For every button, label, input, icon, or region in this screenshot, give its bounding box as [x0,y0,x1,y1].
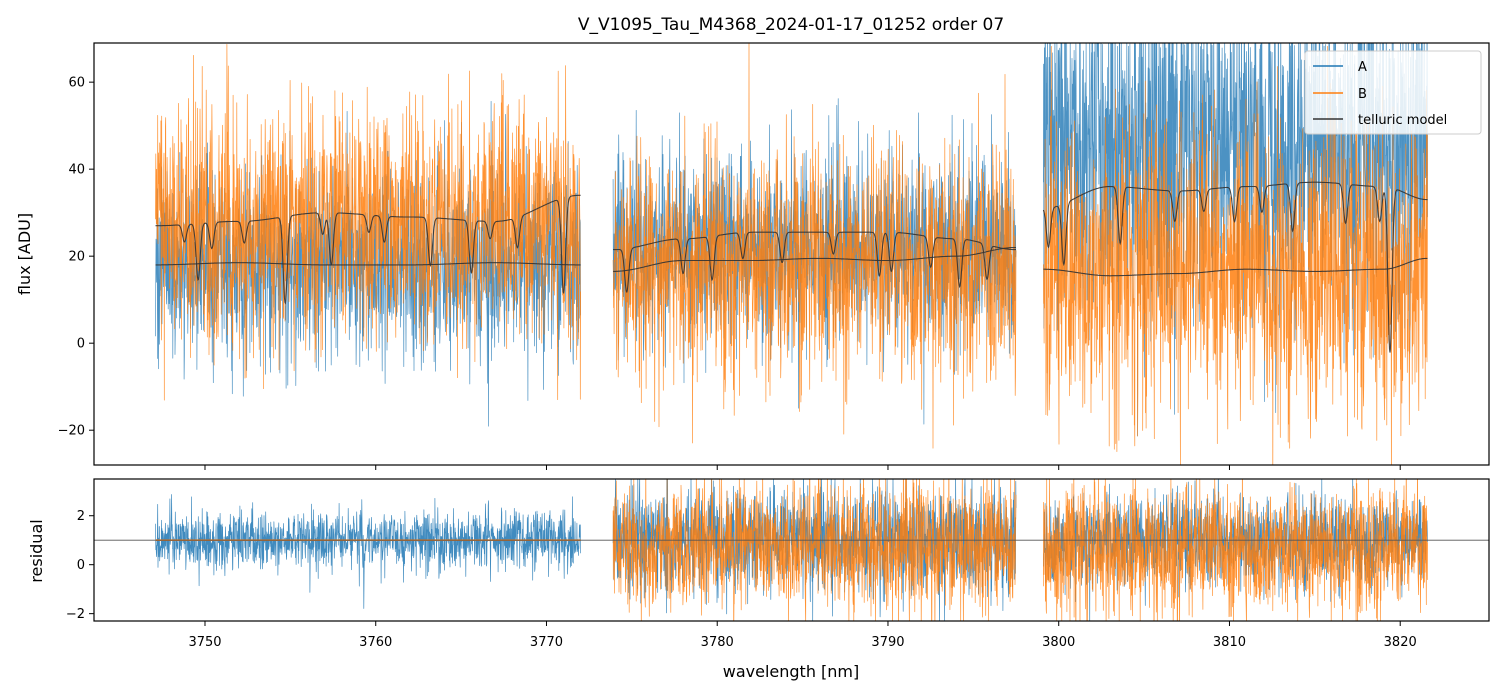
flux-y-tick-label: −20 [58,424,85,439]
residual-y-ticks: −2 0 2 [66,509,94,622]
chart-title: V_V1095_Tau_M4368_2024-01-17_01252 order… [578,15,1004,35]
flux-x-ticks [204,465,1401,470]
residual-y-tick-label: 2 [77,509,85,524]
telluric-model-curve-3 [613,231,1016,293]
residual-y-tick-label: 0 [77,558,85,573]
residual-panel: −2 0 2 3750 3760 3770 3780 3790 3800 3810 3820 re… [27,478,1490,681]
x-axis-label: wavelength [nm] [723,662,860,681]
series-b-segment-3 [1043,479,1428,621]
flux-axes-frame [93,42,1490,466]
telluric-model-curve-1 [155,194,581,306]
residual-y-tick-label: −2 [66,607,85,622]
flux-y-tick-label: 40 [68,163,85,178]
flux-y-axis-label: flux [ADU] [15,213,34,295]
flux-y-tick-label: 0 [77,337,85,352]
x-tick-label: 3810 [1213,635,1246,650]
residual-plot-area [94,479,1489,621]
series-b-segment-2 [612,43,1017,449]
flux-y-tick-label: 60 [68,76,85,91]
series-b-segment-1 [155,43,581,401]
telluric-model-curve-2 [155,262,581,266]
flux-y-ticks: −20 0 20 40 60 [58,76,94,439]
series-b-segment-2 [612,479,1017,621]
legend: A B telluric model [1304,50,1482,135]
x-tick-label: 3750 [188,635,221,650]
telluric-model-curve-4 [613,246,1016,272]
x-tick-label: 3790 [871,635,904,650]
residual-axes-frame [93,478,1490,622]
x-tick-label: 3800 [1042,635,1075,650]
x-tick-label: 3760 [359,635,392,650]
flux-panel: −20 0 20 40 60 flux [ADU] A B telluric model [15,42,1490,470]
flux-plot-area [155,43,1428,465]
residual-y-axis-label: residual [27,519,46,582]
x-tick-label: 3770 [530,635,563,650]
series-a-segment-1 [155,494,581,609]
legend-label-a: A [1358,60,1367,75]
legend-box [1304,50,1482,135]
telluric-model-curve-6 [1043,257,1428,277]
legend-label-b: B [1358,87,1367,102]
flux-y-tick-label: 20 [68,250,85,265]
legend-label-telluric: telluric model [1358,113,1447,128]
series-b-segment-3 [1043,45,1428,465]
telluric-model-curve-5 [1042,181,1428,353]
x-tick-label: 3780 [701,635,734,650]
residual-x-ticks: 3750 3760 3770 3780 3790 3800 3810 3820 [188,621,1417,650]
x-tick-label: 3820 [1384,635,1417,650]
